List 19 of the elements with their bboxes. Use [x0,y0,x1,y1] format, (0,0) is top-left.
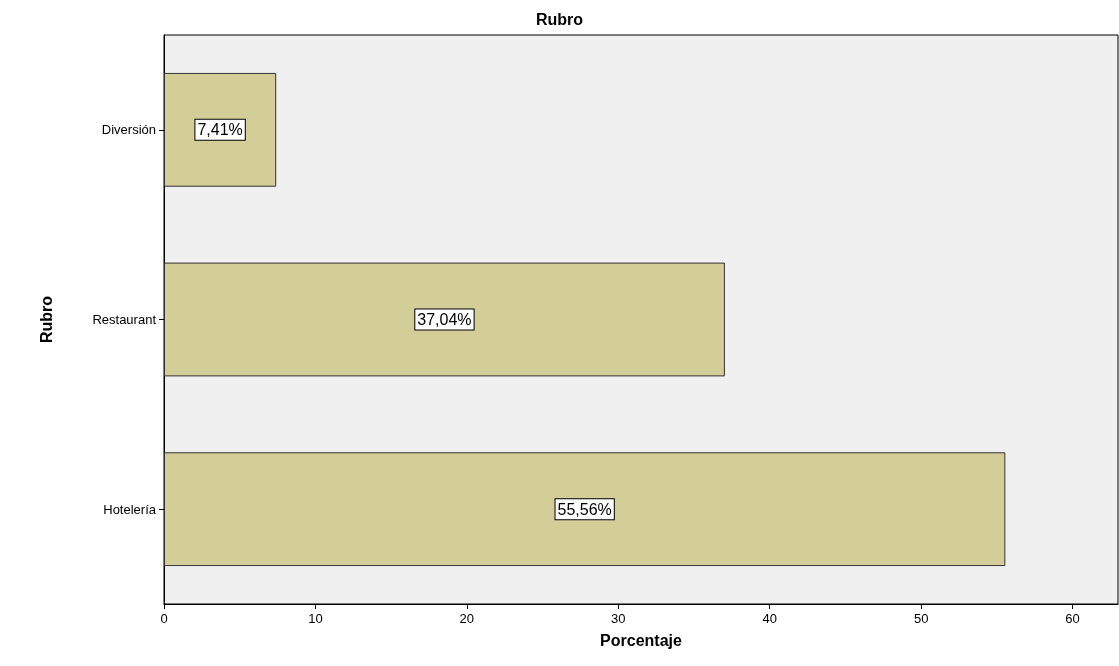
x-tick-label: 30 [611,611,626,626]
x-axis-title: Porcentaje [600,631,683,649]
data-label: 37,04% [417,311,472,328]
y-tick-label: Diversión [101,122,156,138]
y-axis-title: Rubro [37,295,55,344]
data-label: 55,56% [557,500,612,518]
bar [164,72,277,187]
x-tick-label: 60 [1065,611,1080,626]
bar [164,452,1006,567]
data-label: 7,41% [197,121,243,139]
chart-title: Rubro [535,10,584,28]
bar [164,262,725,377]
y-tick-label: Restaurant [92,312,157,327]
x-tick-label: 0 [160,611,168,626]
x-tick-label: 40 [762,611,777,626]
y-tick-label: Hotelería [103,501,157,517]
x-tick-label: 20 [459,611,475,626]
x-tick-label: 50 [913,611,929,626]
x-tick-label: 10 [308,611,323,626]
